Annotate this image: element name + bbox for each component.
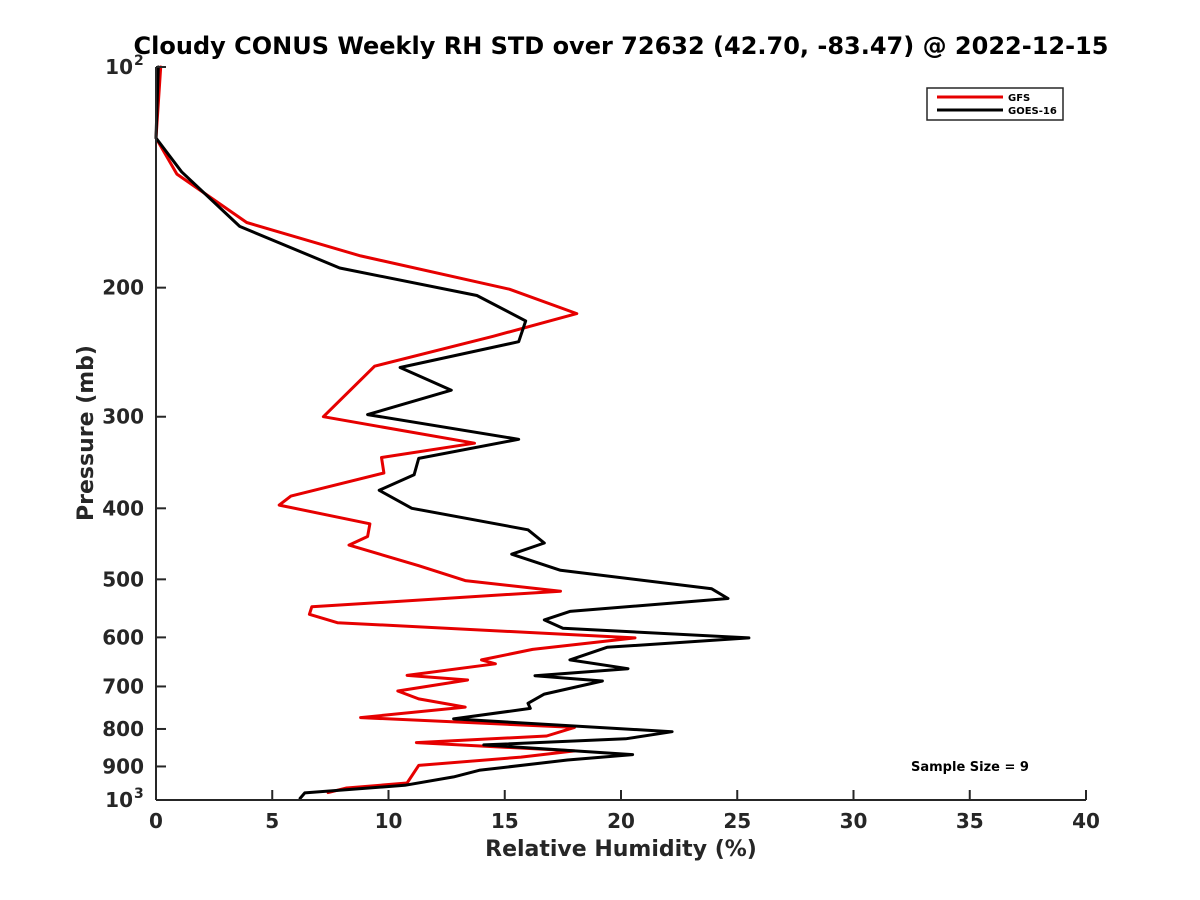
y-tick-label: 300 (102, 405, 144, 429)
sample-size-annotation: Sample Size = 9 (911, 760, 1029, 775)
legend: GFS GOES-16 (926, 87, 1064, 121)
legend-label: GOES-16 (1008, 106, 1057, 117)
y-tick-label: 700 (102, 674, 144, 698)
x-tick-label: 0 (149, 809, 163, 833)
legend-box (926, 87, 1064, 121)
y-tick-label: 10 (105, 788, 133, 812)
y-tick-label: 800 (102, 717, 144, 741)
x-tick-label: 15 (491, 809, 519, 833)
x-tick-label: 10 (375, 809, 403, 833)
y-tick-label: 200 (102, 276, 144, 300)
x-tick-label: 30 (840, 809, 868, 833)
y-tick-label: 600 (102, 625, 144, 649)
x-tick-label: 35 (956, 809, 984, 833)
x-tick-label: 25 (723, 809, 751, 833)
x-tick-label: 40 (1072, 809, 1100, 833)
x-tick-label: 20 (607, 809, 635, 833)
series-line-goes-16 (154, 65, 751, 800)
y-tick-label: 900 (102, 754, 144, 778)
x-axis-label: Relative Humidity (%) (485, 837, 757, 862)
plot-lines (154, 65, 751, 800)
y-tick-label-exponent: 2 (134, 53, 144, 69)
y-tick-label: 400 (102, 496, 144, 520)
y-tick-label: 500 (102, 567, 144, 591)
chart-title: Cloudy CONUS Weekly RH STD over 72632 (4… (134, 32, 1109, 60)
y-tick-label-exponent: 3 (134, 786, 144, 802)
y-axis-label: Pressure (mb) (74, 345, 99, 521)
x-tick-label: 5 (265, 809, 279, 833)
y-tick-label: 10 (105, 55, 133, 79)
legend-label: GFS (1008, 93, 1030, 104)
series-line-gfs (154, 65, 637, 795)
